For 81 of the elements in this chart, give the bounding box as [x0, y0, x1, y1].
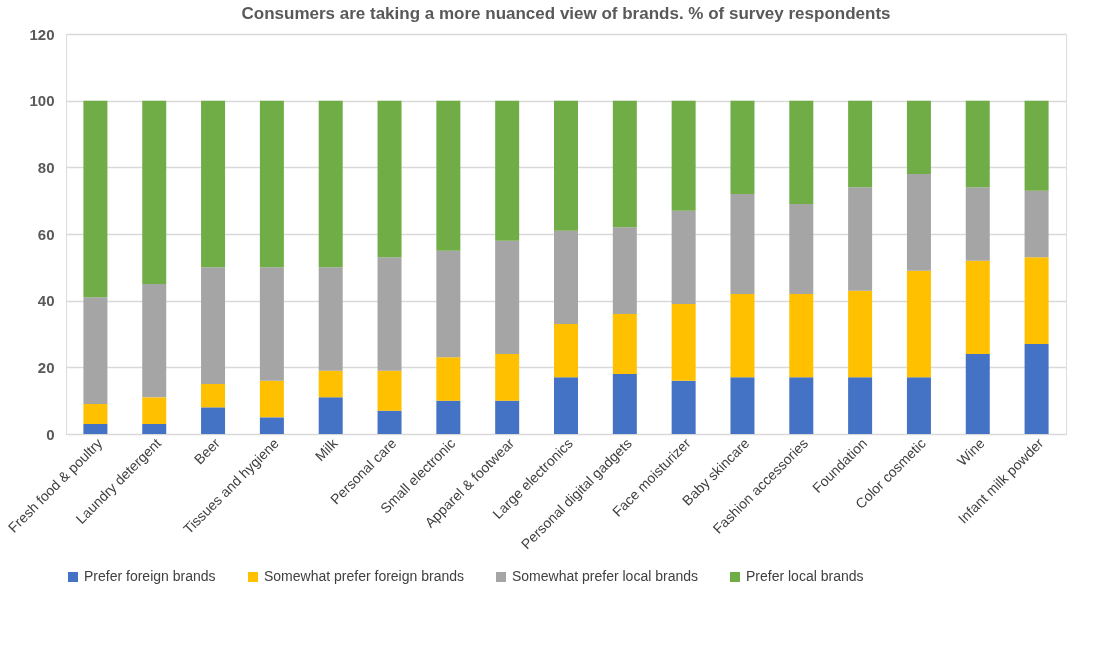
- bar: [83, 100, 108, 298]
- bar: [201, 267, 226, 384]
- legend-label: Somewhat prefer foreign brands: [264, 568, 464, 584]
- bar: [671, 100, 696, 211]
- bar: [789, 294, 814, 378]
- bar: [554, 100, 578, 231]
- bar: [1024, 190, 1049, 258]
- bar: [83, 404, 108, 424]
- bar: [554, 230, 578, 324]
- bar: [789, 204, 814, 294]
- bar: [495, 240, 520, 354]
- bar: [495, 400, 520, 434]
- bar: [142, 397, 167, 424]
- bar: [201, 384, 226, 408]
- bar: [789, 100, 814, 204]
- bar: [612, 314, 637, 374]
- bar: [730, 377, 755, 434]
- bar: [318, 397, 343, 434]
- bar: [848, 290, 873, 378]
- chart-title: Consumers are taking a more nuanced view of brands. % of survey respondents: [241, 4, 891, 23]
- bar: [906, 100, 931, 174]
- bar: [142, 100, 167, 284]
- bar: [848, 377, 873, 434]
- y-tick-label: 20: [37, 358, 55, 376]
- y-tick-label: 0: [46, 425, 55, 443]
- bar: [83, 297, 108, 404]
- x-tick-label: Milk: [311, 434, 342, 464]
- bar: [965, 187, 990, 261]
- legend-label: Prefer local brands: [746, 568, 864, 584]
- bar: [848, 187, 873, 291]
- y-tick-label: 60: [37, 225, 55, 243]
- bar: [83, 424, 108, 434]
- legend-label: Prefer foreign brands: [84, 568, 216, 584]
- bar: [730, 194, 755, 294]
- y-tick-label: 100: [29, 92, 55, 110]
- bar: [965, 100, 990, 188]
- bar: [671, 380, 696, 434]
- bar: [259, 417, 284, 434]
- legend-label: Somewhat prefer local brands: [512, 568, 698, 584]
- y-tick-label: 80: [37, 158, 55, 176]
- bar: [201, 407, 226, 434]
- bar: [259, 267, 284, 381]
- bar: [377, 410, 402, 434]
- bar: [1024, 257, 1049, 344]
- bar: [906, 377, 931, 434]
- y-tick-label: 120: [29, 25, 55, 43]
- bar: [436, 100, 461, 251]
- bar: [965, 260, 990, 354]
- bar: [259, 380, 284, 418]
- bar: [906, 270, 931, 378]
- bar: [789, 377, 814, 434]
- bar: [554, 324, 578, 378]
- bar: [377, 257, 402, 371]
- bar: [142, 284, 167, 398]
- bar: [554, 377, 578, 434]
- bar: [671, 304, 696, 381]
- bar: [377, 100, 402, 258]
- bar: [142, 424, 167, 434]
- bar: [612, 100, 637, 228]
- bar: [259, 100, 284, 268]
- y-tick-label: 40: [37, 292, 55, 310]
- bar: [906, 174, 931, 271]
- bar: [730, 294, 755, 378]
- bar: [318, 100, 343, 268]
- bar: [1024, 344, 1049, 434]
- bar: [612, 227, 637, 314]
- bar: [1024, 100, 1049, 191]
- bar: [965, 354, 990, 434]
- bar: [436, 357, 461, 401]
- bar: [495, 100, 520, 241]
- bar: [201, 100, 226, 268]
- bar: [671, 210, 696, 304]
- bar: [436, 400, 461, 434]
- bar: [318, 267, 343, 371]
- bar: [318, 370, 343, 398]
- bar: [848, 100, 873, 188]
- bar: [612, 374, 637, 434]
- bar: [377, 370, 402, 411]
- bar: [495, 354, 520, 401]
- bar: [730, 100, 755, 194]
- bar: [436, 250, 461, 358]
